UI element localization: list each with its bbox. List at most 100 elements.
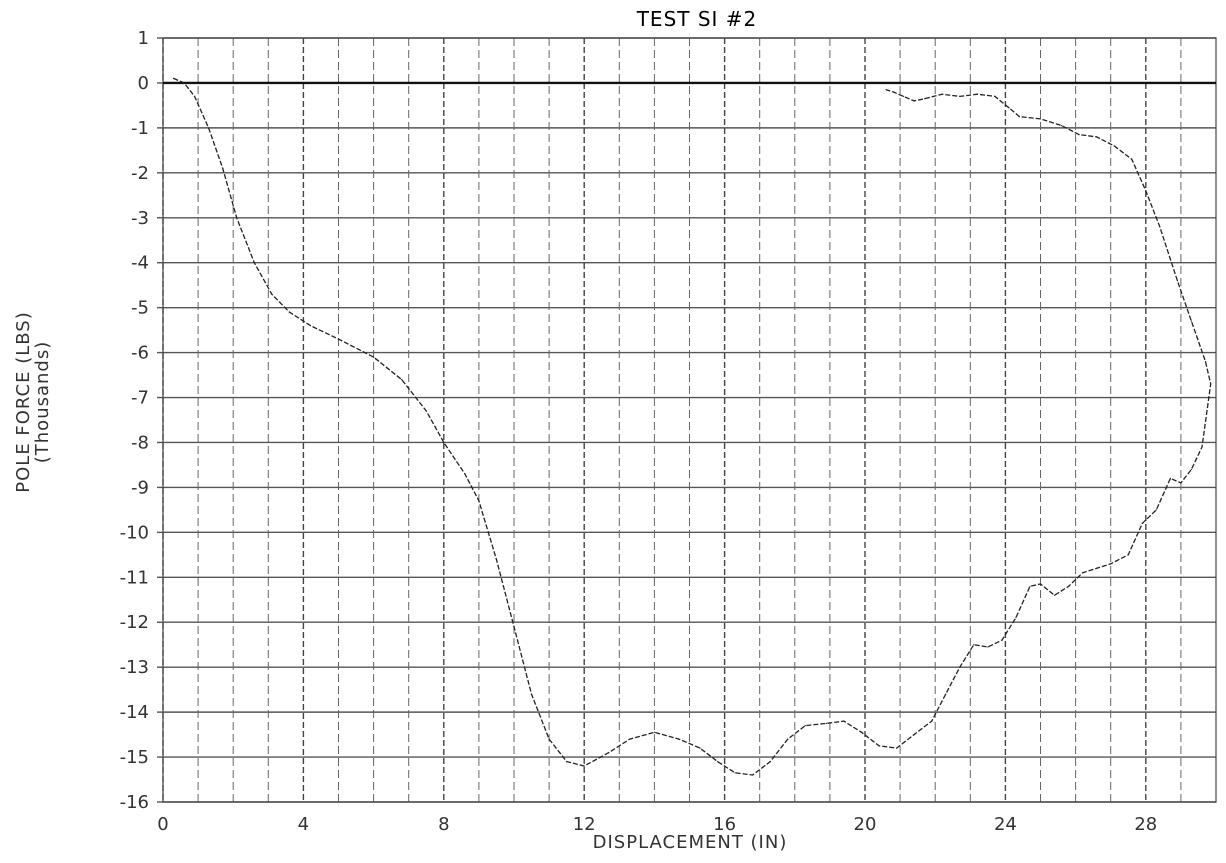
data-point — [583, 765, 585, 767]
data-point — [222, 167, 224, 169]
data-point — [892, 91, 894, 93]
data-point — [478, 500, 480, 502]
data-point — [1096, 567, 1098, 569]
y-axis-ticks: 1 0 -1 -2 -3 -4 -5 -6 -7 -8 -9 -10 -11 -12 -13 -14 -15 -1… — [120, 28, 149, 813]
data-point — [1039, 583, 1042, 585]
data-point — [1068, 585, 1070, 587]
data-point — [976, 93, 978, 95]
data-point — [1113, 145, 1115, 147]
data-point — [1180, 482, 1182, 484]
data-point — [1145, 190, 1147, 192]
data-point — [1039, 118, 1042, 120]
x-tick-label: 16 — [713, 814, 736, 835]
data-point — [924, 98, 926, 100]
data-point — [1110, 563, 1112, 565]
x-axis-label: DISPLACEMENT (IN) — [593, 832, 788, 853]
data-point — [253, 262, 255, 264]
data-point — [1141, 522, 1143, 525]
data-point — [443, 441, 445, 444]
data-point — [608, 752, 610, 754]
y-tick-label: -5 — [131, 298, 149, 319]
data-point — [194, 95, 196, 97]
data-point — [172, 77, 175, 79]
y-tick-label: -2 — [131, 163, 149, 184]
data-point — [878, 745, 880, 747]
data-point — [288, 311, 290, 313]
data-point — [653, 731, 656, 733]
data-point — [973, 644, 975, 646]
data-point — [1061, 125, 1063, 127]
data-point — [804, 725, 806, 727]
grid — [157, 37, 1217, 803]
x-tick-label: 8 — [438, 814, 449, 835]
data-point — [464, 473, 466, 475]
data-point — [1096, 136, 1098, 138]
y-tick-label: -16 — [120, 792, 149, 813]
x-tick-label: 0 — [157, 814, 168, 835]
data-point — [1190, 468, 1192, 470]
x-tick-label: 24 — [994, 814, 1017, 835]
y-tick-label: -9 — [131, 477, 149, 498]
data-point — [885, 89, 887, 91]
data-point — [752, 774, 754, 776]
data-point — [373, 356, 375, 358]
y-tick-label: -15 — [120, 747, 149, 768]
data-point — [678, 738, 680, 740]
data-point — [271, 293, 273, 295]
data-point — [495, 558, 497, 560]
x-tick-label: 12 — [573, 814, 596, 835]
data-point — [1210, 383, 1212, 385]
data-point — [629, 738, 631, 740]
data-point — [1201, 446, 1203, 448]
data-point — [1015, 617, 1017, 619]
data-point — [236, 217, 238, 219]
y-axis-label: POLE FORCE (LBS) — [13, 311, 34, 492]
data-point — [1190, 320, 1192, 322]
data-point — [425, 410, 427, 412]
data-point — [913, 100, 915, 102]
y-tick-label: -8 — [131, 432, 149, 453]
series-group — [172, 77, 1212, 776]
data-point — [183, 82, 185, 84]
y-tick-label: -1 — [131, 118, 149, 139]
y-tick-label: -10 — [120, 522, 149, 543]
data-point — [1169, 477, 1171, 479]
data-point — [913, 734, 915, 736]
data-point — [1008, 107, 1010, 109]
data-point — [987, 646, 989, 648]
data-point — [1155, 509, 1157, 511]
data-point — [1018, 116, 1021, 118]
data-point — [994, 95, 996, 97]
data-point — [1078, 134, 1080, 136]
data-point — [896, 747, 898, 749]
series-line — [173, 77, 1212, 776]
data-point — [959, 95, 961, 97]
data-point — [903, 95, 905, 97]
data-point — [1159, 226, 1161, 228]
data-point — [513, 626, 515, 628]
data-point — [825, 722, 828, 725]
y-tick-label: -12 — [120, 612, 149, 633]
y-tick-label: -4 — [131, 253, 149, 274]
data-point — [1001, 639, 1003, 641]
data-point — [1029, 585, 1031, 587]
y-axis-sublabel: (Thousands) — [32, 341, 53, 464]
data-point — [1131, 158, 1133, 160]
data-point — [566, 761, 568, 763]
data-point — [530, 693, 533, 695]
x-tick-label: 20 — [854, 814, 877, 835]
data-point — [945, 693, 947, 695]
data-point — [1204, 361, 1207, 363]
data-point — [1176, 280, 1178, 282]
y-tick-label: -6 — [131, 343, 149, 364]
plot-frame — [162, 37, 1217, 803]
data-point — [931, 720, 933, 722]
y-tick-label: -7 — [131, 388, 149, 409]
data-point — [208, 127, 210, 129]
y-tick-label: -13 — [120, 657, 149, 678]
y-tick-label: 1 — [138, 28, 149, 49]
data-point — [1053, 594, 1056, 596]
y-tick-label: -3 — [131, 208, 149, 229]
data-point — [941, 93, 943, 95]
